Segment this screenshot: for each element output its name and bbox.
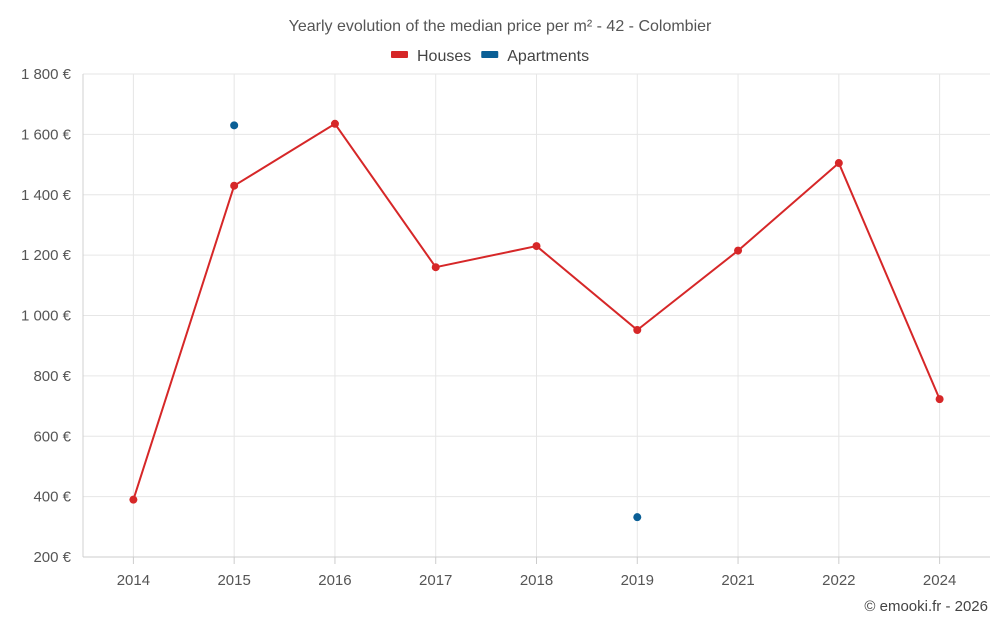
y-tick-label: 600 € bbox=[33, 428, 71, 445]
data-point-houses[interactable] bbox=[330, 119, 339, 128]
legend-label-houses[interactable]: Houses bbox=[417, 48, 471, 65]
x-tick-label: 2016 bbox=[318, 572, 351, 589]
data-point-houses[interactable] bbox=[129, 495, 138, 504]
gridlines bbox=[83, 73, 990, 558]
legend-swatch-houses bbox=[391, 51, 408, 58]
y-tick-label: 800 € bbox=[33, 368, 71, 385]
plot-area bbox=[129, 119, 944, 522]
credit: © emooki.fr - 2026 bbox=[864, 598, 988, 615]
data-point-apartments[interactable] bbox=[230, 121, 239, 130]
data-point-houses[interactable] bbox=[834, 159, 843, 168]
x-axis: 2014 2015 2016 2017 2018 2019 2021 2022 2024 bbox=[83, 556, 990, 589]
x-tick-label: 2017 bbox=[419, 572, 452, 589]
chart-title: Yearly evolution of the median price per… bbox=[289, 18, 712, 35]
y-tick-label: 200 € bbox=[33, 549, 71, 566]
y-tick-label: 400 € bbox=[33, 489, 71, 506]
x-tick-label: 2018 bbox=[520, 572, 553, 589]
x-tick-label: 2015 bbox=[217, 572, 250, 589]
x-tick-label: 2014 bbox=[117, 572, 150, 589]
data-point-houses[interactable] bbox=[633, 325, 642, 334]
y-tick-label: 1 800 € bbox=[21, 66, 72, 83]
data-point-houses[interactable] bbox=[935, 395, 944, 404]
data-point-houses[interactable] bbox=[734, 246, 743, 255]
y-axis: 200 € 400 € 600 € 800 € 1 000 € 1 200 € 1 400 … bbox=[21, 66, 84, 566]
x-tick-label: 2021 bbox=[721, 572, 754, 589]
y-tick-label: 1 600 € bbox=[21, 126, 72, 143]
data-point-apartments[interactable] bbox=[633, 513, 642, 522]
x-tick-label: 2024 bbox=[923, 572, 956, 589]
legend-label-apartments[interactable]: Apartments bbox=[507, 48, 589, 65]
x-tick-label: 2022 bbox=[822, 572, 855, 589]
y-tick-label: 1 400 € bbox=[21, 187, 72, 204]
data-point-houses[interactable] bbox=[532, 242, 541, 251]
y-tick-label: 1 000 € bbox=[21, 308, 72, 325]
y-tick-label: 1 200 € bbox=[21, 247, 72, 264]
x-tick-label: 2019 bbox=[621, 572, 654, 589]
legend: Houses Apartments bbox=[391, 48, 589, 65]
legend-swatch-apartments bbox=[481, 51, 499, 58]
data-point-houses[interactable] bbox=[230, 181, 239, 190]
data-point-houses[interactable] bbox=[431, 263, 440, 272]
